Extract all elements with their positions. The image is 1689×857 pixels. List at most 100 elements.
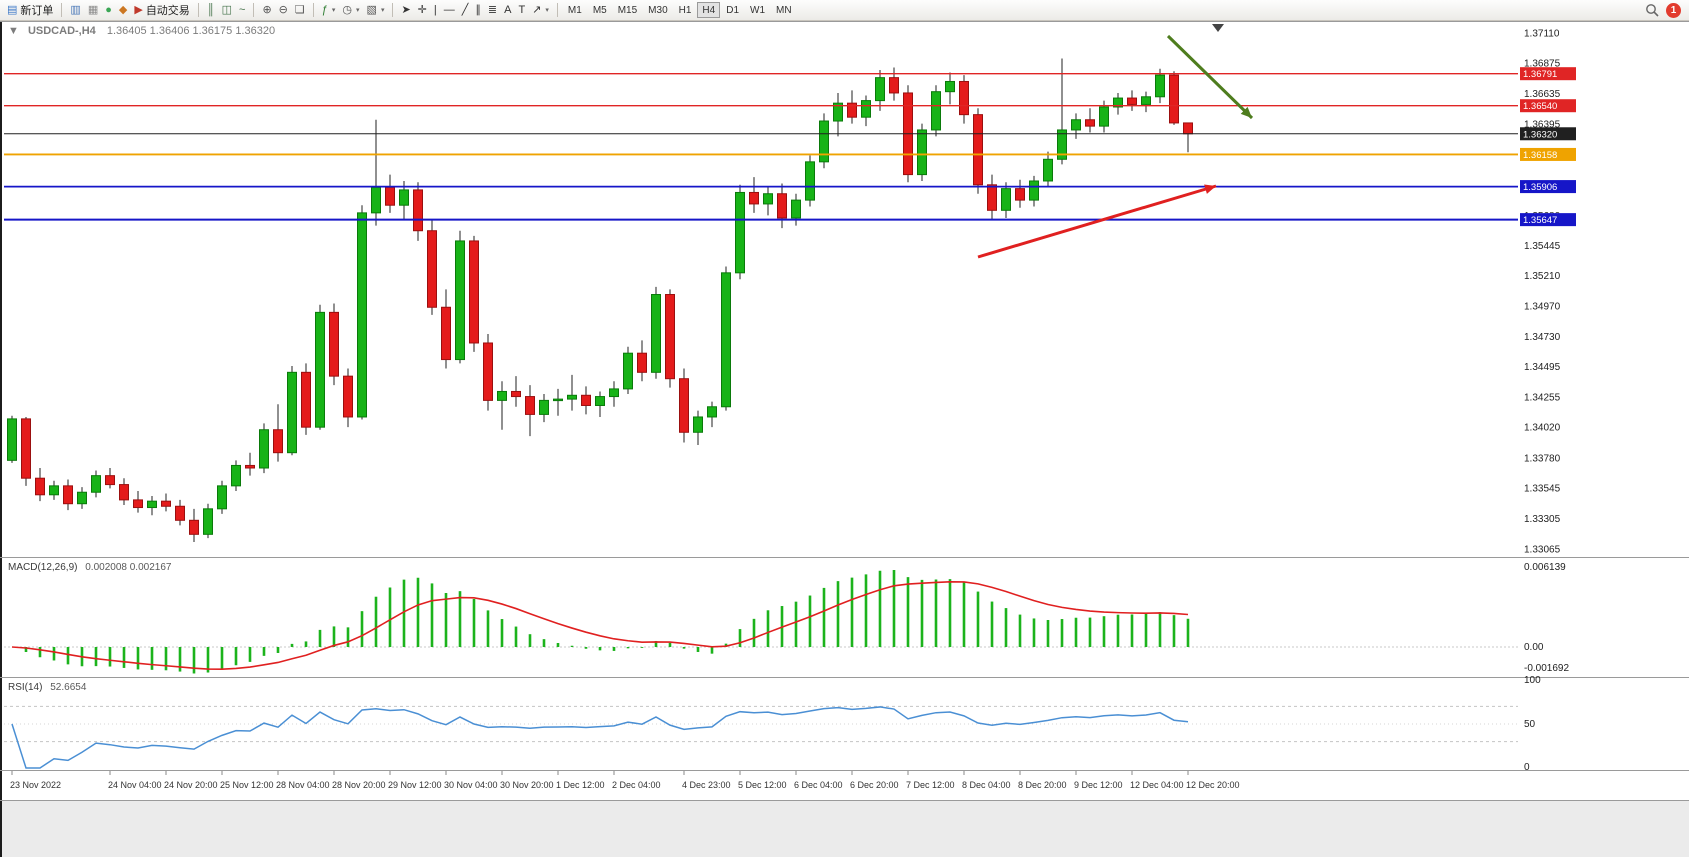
new-order-button[interactable]: ▤ 新订单	[4, 2, 56, 19]
candle-up	[693, 416, 703, 433]
candle-down	[987, 184, 997, 211]
chart-bars-icon: ║	[206, 3, 215, 16]
cursor-button[interactable]: ➤	[398, 2, 413, 19]
chart-candles-button[interactable]: ◫	[219, 2, 235, 19]
candle-up	[497, 390, 507, 401]
candle-down	[1169, 74, 1179, 124]
autotrading-button-label: 自动交易	[145, 5, 190, 17]
notification-badge[interactable]: 1	[1666, 2, 1681, 18]
chart-candles-icon: ◫	[221, 3, 233, 16]
toolbar-right: 1	[1645, 2, 1685, 18]
time-axis-label: 25 Nov 12:00	[220, 780, 274, 790]
candle-down	[413, 189, 423, 232]
price-tag-label: 1.35906	[1523, 182, 1557, 193]
price-axis-label: 1.35210	[1524, 271, 1561, 282]
candle-down	[679, 378, 689, 433]
candle-up	[1099, 106, 1109, 127]
candle-down	[175, 505, 185, 521]
chart-line-button[interactable]: ~	[236, 2, 248, 19]
templates-button[interactable]: ▧ ▾	[364, 2, 388, 19]
toolbar-separator	[392, 3, 394, 17]
periods-button-caret-icon: ▾	[356, 7, 360, 14]
price-axis-label: 1.33545	[1524, 483, 1561, 494]
candle-up	[763, 193, 773, 205]
channel-button[interactable]: ∥	[472, 2, 484, 19]
timeframe-m1[interactable]: M1	[567, 5, 582, 16]
uptrend-arrow-red[interactable]	[977, 184, 1217, 259]
macd-axis-label: 0.006139	[1524, 562, 1566, 573]
timeframe-m15[interactable]: M15	[617, 5, 638, 16]
rsi-value: 52.6654	[50, 682, 87, 693]
timeframe-w1[interactable]: W1	[750, 5, 766, 16]
candle-up	[567, 394, 577, 400]
crosshair-button[interactable]: ✛	[415, 2, 430, 19]
macd-header: MACD(12,26,9) 0.002008 0.002167	[8, 562, 172, 573]
fibonacci-button[interactable]: ≣	[485, 2, 500, 19]
horizontal-line-button[interactable]: —	[441, 2, 458, 19]
candle-down	[133, 499, 143, 509]
zoom-in-button[interactable]: ⊕	[259, 2, 274, 19]
price-axis-label: 1.34020	[1524, 423, 1561, 434]
arrows-button[interactable]: ↗ ▾	[529, 2, 552, 19]
price-axis-label: 1.33780	[1524, 453, 1561, 464]
new-order-button-label: 新订单	[20, 5, 54, 17]
status-strip	[0, 801, 1689, 857]
downtrend-arrow-green-head	[1240, 106, 1252, 118]
profiles-button[interactable]: ▦	[85, 2, 101, 19]
time-axis-label: 12 Dec 20:00	[1186, 780, 1240, 790]
candle-up	[91, 475, 101, 493]
chart-shift-marker[interactable]	[1212, 24, 1224, 32]
autotrading-button[interactable]: ▶ 自动交易	[131, 2, 192, 19]
trendline-icon: ╱	[461, 3, 469, 16]
candle-up	[1155, 74, 1165, 98]
time-axis-label: 6 Dec 04:00	[794, 780, 843, 790]
trendline-button[interactable]: ╱	[459, 2, 472, 19]
candle-up	[1057, 129, 1067, 160]
zoom-out-icon: ⊖	[278, 3, 288, 16]
candle-down	[427, 230, 437, 308]
timeframe-m5[interactable]: M5	[592, 5, 607, 16]
label-button[interactable]: T	[515, 2, 528, 19]
candle-down	[581, 394, 591, 406]
chart-ohlc-values: 1.36405 1.36406 1.36175 1.36320	[107, 25, 275, 37]
timeframe-m30[interactable]: M30	[648, 5, 668, 16]
time-axis-label: 4 Dec 23:00	[682, 780, 731, 790]
time-axis-label: 28 Nov 04:00	[276, 780, 330, 790]
vertical-line-button[interactable]: |	[431, 2, 440, 19]
search-icon[interactable]	[1645, 3, 1660, 18]
periods-button[interactable]: ◷ ▾	[339, 2, 362, 19]
toolbar-buttons: ▤ 新订单 ▥ ▦ ● ◆ ▶ 自动交易 ║ ◫ ~ ⊕ ⊖ ❏ ƒ ▾ ◷ ▾ ▧ ▾ ➤ ✛ | — ╱ ∥ ≣ A T ↗ ▾ M1 M5…	[4, 0, 797, 20]
indicators-button[interactable]: ƒ ▾	[319, 2, 339, 19]
price-tag-label: 1.36320	[1523, 129, 1557, 140]
price-axis-label: 1.37110	[1524, 29, 1560, 40]
timeframe-d1[interactable]: D1	[726, 5, 740, 16]
timeframe-mn[interactable]: MN	[776, 5, 792, 16]
text-button[interactable]: A	[501, 2, 514, 19]
navigator-button[interactable]: ●	[102, 2, 115, 19]
tile-windows-button[interactable]: ❏	[292, 2, 308, 19]
downtrend-arrow-green[interactable]	[1166, 34, 1254, 120]
candle-up	[1141, 96, 1151, 105]
candle-down	[385, 186, 395, 206]
chart-bars-button[interactable]: ║	[204, 2, 218, 19]
terminal-button[interactable]: ◆	[116, 2, 130, 19]
rsi-label: RSI(14)	[8, 682, 42, 693]
candle-up	[945, 80, 955, 93]
chart-header: ▼ USDCAD-,H4 1.36405 1.36406 1.36175 1.3…	[8, 25, 275, 37]
candle-up	[553, 398, 563, 402]
candle-down	[889, 77, 899, 94]
price-tag	[1520, 67, 1576, 81]
chart-collapse-icon[interactable]: ▼	[8, 25, 19, 37]
price-axis-label: 1.34255	[1524, 393, 1561, 404]
zoom-out-button[interactable]: ⊖	[276, 2, 291, 19]
price-tag	[1520, 180, 1576, 194]
chart-window-button[interactable]: ▥	[67, 2, 83, 19]
uptrend-arrow-red-head	[1204, 184, 1216, 194]
candle-down	[777, 193, 787, 219]
toolbar-separator	[197, 3, 199, 17]
timeframe-h4[interactable]: H4	[697, 2, 721, 18]
price-axis-label: 1.35445	[1524, 241, 1561, 252]
timeframe-h1[interactable]: H1	[678, 5, 692, 16]
time-axis-label: 6 Dec 20:00	[850, 780, 899, 790]
